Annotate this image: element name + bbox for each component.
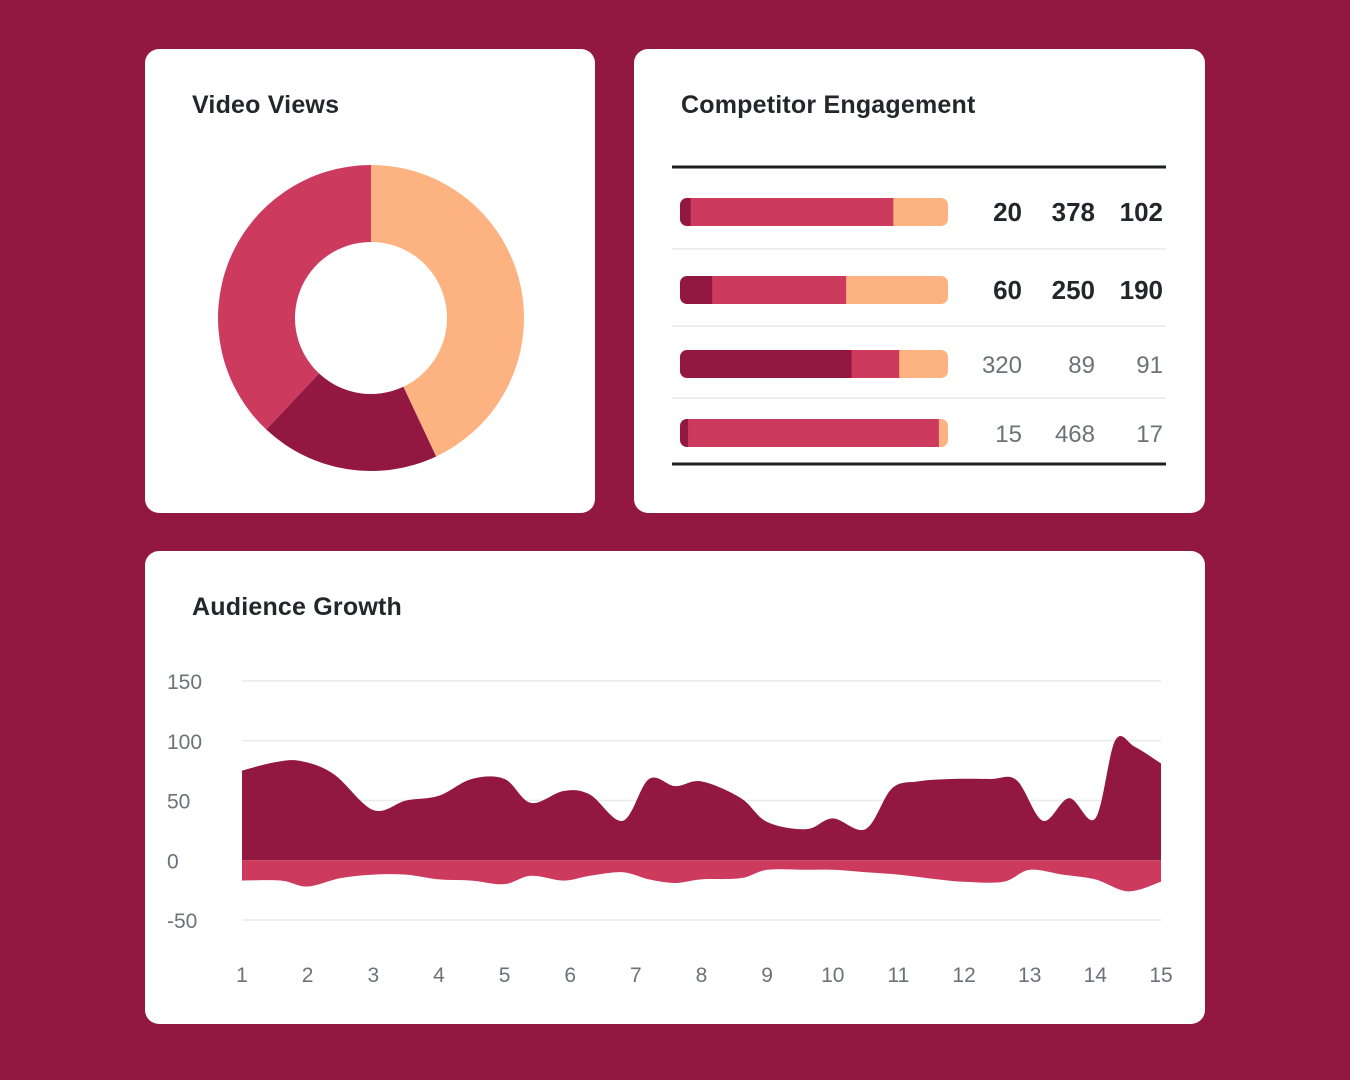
- video-views-title: Video Views: [192, 91, 340, 119]
- bar-segment-light: [846, 276, 948, 304]
- y-tick-label: 100: [167, 731, 202, 754]
- bar-segment-dark: [680, 198, 692, 226]
- y-tick-label: 150: [167, 671, 202, 694]
- engagement-value: 102: [1120, 197, 1163, 227]
- x-tick-label: 11: [888, 964, 910, 987]
- audience-growth-card: Audience Growth 150 100 50 0 -50 1 2 3 4 5 6 7 8 9 10 1…: [145, 551, 1205, 1024]
- x-tick-label: 9: [761, 964, 773, 987]
- engagement-value: 17: [1136, 421, 1163, 448]
- bar-segment-mid: [688, 419, 940, 447]
- engagement-value: 190: [1120, 275, 1163, 305]
- bar-segment-dark: [680, 276, 713, 304]
- bar-segment-mid: [851, 350, 900, 378]
- area-positive: [242, 736, 1161, 861]
- competitor-engagement-title: Competitor Engagement: [681, 91, 976, 119]
- x-tick-label: 3: [367, 964, 379, 987]
- area-negative: [242, 860, 1161, 892]
- y-tick-label: 0: [167, 850, 179, 873]
- audience-growth-title: Audience Growth: [192, 593, 402, 621]
- donut-slice-mid: [218, 165, 371, 430]
- x-tick-label: 14: [1084, 964, 1108, 987]
- bar-segment-mid: [712, 276, 847, 304]
- x-tick-label: 6: [564, 964, 576, 987]
- bar-segment-light: [938, 419, 948, 447]
- x-tick-label: 1: [236, 964, 248, 987]
- donut-slice-dark: [266, 373, 437, 471]
- x-tick-label: 12: [952, 964, 975, 987]
- bar-segment-light: [893, 198, 948, 226]
- engagement-row: 320 89 91: [680, 350, 1163, 379]
- bar-segment-dark: [680, 350, 853, 378]
- engagement-row: 60 250 190: [680, 275, 1163, 305]
- engagement-value: 378: [1052, 197, 1095, 227]
- y-tick-label: 50: [167, 791, 190, 814]
- y-tick-label: -50: [167, 910, 197, 933]
- engagement-value: 60: [993, 275, 1022, 305]
- x-tick-label: 4: [433, 964, 445, 987]
- x-tick-label: 7: [630, 964, 642, 987]
- x-tick-label: 8: [696, 964, 708, 987]
- bar-segment-light: [899, 350, 948, 378]
- engagement-value: 89: [1068, 352, 1095, 379]
- competitor-engagement-card: Competitor Engagement 20 378 102 60 250 190 32…: [634, 49, 1205, 513]
- x-tick-label: 5: [499, 964, 511, 987]
- x-tick-label: 2: [302, 964, 314, 987]
- engagement-value: 468: [1055, 421, 1095, 448]
- bar-segment-mid: [690, 198, 894, 226]
- donut-slice-light: [371, 165, 524, 457]
- x-tick-label: 10: [821, 964, 844, 987]
- engagement-value: 250: [1052, 275, 1095, 305]
- competitor-engagement-chart: 20 378 102 60 250 190 320 89 91 15 468 17: [672, 165, 1166, 466]
- video-views-donut: [218, 165, 524, 471]
- engagement-value: 91: [1136, 352, 1163, 379]
- engagement-row: 20 378 102: [680, 197, 1163, 227]
- engagement-value: 15: [995, 421, 1022, 448]
- engagement-value: 320: [982, 352, 1022, 379]
- x-tick-label: 13: [1018, 964, 1041, 987]
- video-views-card: Video Views: [145, 49, 595, 513]
- x-tick-label: 15: [1149, 964, 1172, 987]
- engagement-value: 20: [993, 197, 1022, 227]
- bar-segment-dark: [680, 419, 689, 447]
- engagement-row: 15 468 17: [680, 419, 1163, 448]
